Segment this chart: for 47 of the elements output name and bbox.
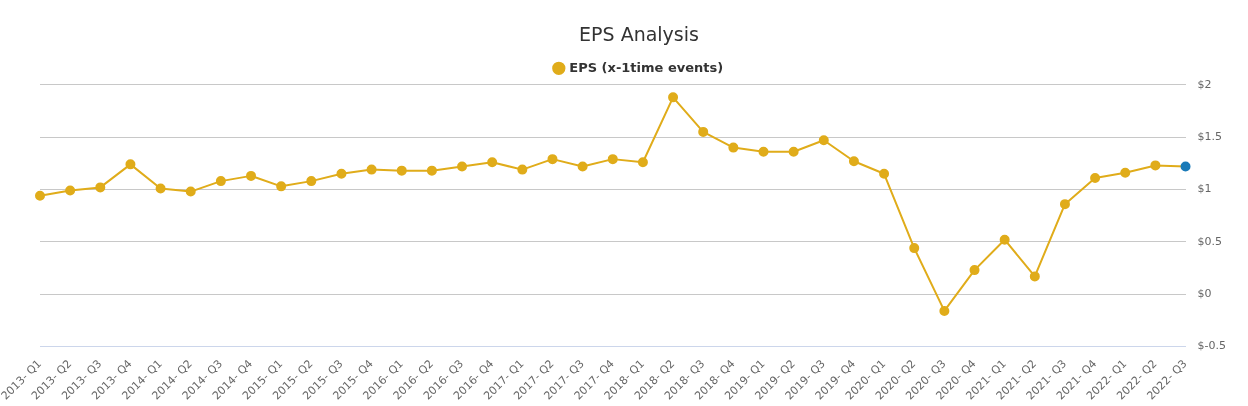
point [366, 164, 377, 175]
point [758, 146, 769, 157]
y-tick-label: $1.5 [1197, 130, 1223, 143]
point [1090, 172, 1101, 183]
point [125, 159, 136, 170]
point [95, 182, 106, 193]
point [879, 168, 890, 179]
point [35, 190, 45, 201]
point [909, 243, 920, 254]
point [668, 92, 679, 103]
point [1059, 199, 1070, 210]
point [818, 135, 829, 146]
point [1029, 271, 1040, 282]
point [426, 165, 437, 176]
point [999, 234, 1010, 245]
point [517, 164, 528, 175]
point [1180, 161, 1191, 172]
point [336, 168, 347, 179]
y-tick-label: $1 [1197, 182, 1212, 196]
point [1120, 167, 1131, 178]
point [487, 157, 498, 168]
point [788, 146, 799, 157]
y-tick-label: $-0.5 [1197, 339, 1227, 353]
point [637, 157, 648, 168]
point [848, 156, 859, 167]
y-tick-label: $0.5 [1197, 234, 1223, 248]
chart-title: EPS Analysis [579, 23, 699, 46]
point [577, 161, 588, 172]
point [215, 176, 226, 187]
point [607, 154, 618, 165]
y-tick-label: $0 [1197, 287, 1212, 301]
point [396, 165, 407, 176]
y-tick-label: $2 [1197, 77, 1212, 91]
point [698, 126, 709, 137]
point [306, 176, 317, 187]
point [939, 305, 950, 316]
point [155, 183, 166, 194]
point [728, 142, 739, 153]
point [185, 186, 196, 197]
point [547, 154, 558, 165]
point [246, 170, 257, 181]
point [457, 161, 468, 172]
point [276, 181, 287, 192]
point [969, 265, 980, 276]
legend-label: EPS (x-1time events) [569, 59, 724, 75]
point [65, 185, 76, 196]
point [1150, 160, 1161, 171]
